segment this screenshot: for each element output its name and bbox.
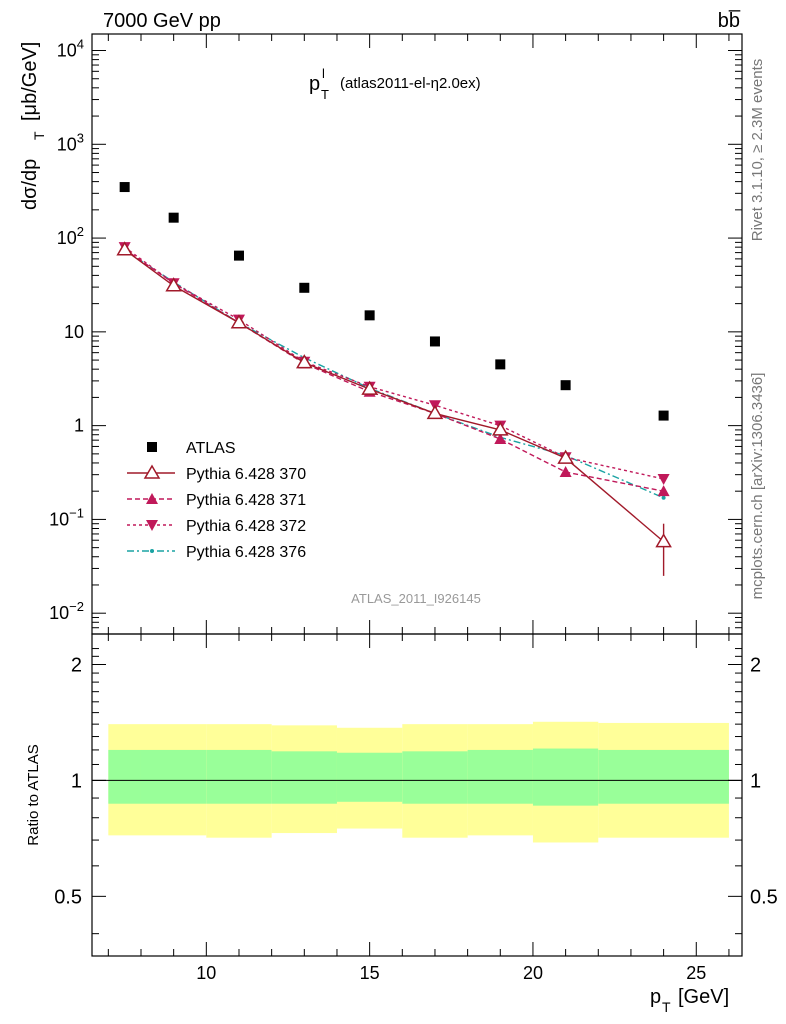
- x-tick-label: 10: [196, 963, 216, 983]
- ratio-band-inner: [402, 751, 468, 804]
- data-point-p370: [296, 354, 313, 369]
- y-tick-label: 103: [57, 130, 84, 154]
- ratio-y-tick-label: 1: [71, 770, 82, 792]
- legend-marker-p372: [146, 520, 158, 531]
- data-point-p370: [361, 380, 378, 395]
- ratio-y-tick-label-right: 2: [750, 654, 761, 676]
- plot-title-sub: T: [321, 87, 329, 102]
- y-tick-label: 10−2: [49, 599, 84, 623]
- data-point-atlas: [299, 282, 310, 293]
- header-left-title: 7000 GeV pp: [103, 10, 221, 32]
- data-point-atlas: [429, 336, 440, 347]
- ratio-band-inner: [206, 749, 272, 804]
- mcplots-label: mcplots.cern.ch [arXiv:1306.3436]: [749, 373, 766, 600]
- ratio-band-inner: [271, 751, 337, 804]
- y-tick-label: 102: [57, 224, 84, 248]
- ratio-y-tick-label: 2: [71, 654, 82, 676]
- ratio-bands: [108, 721, 729, 843]
- legend-label-p376: Pythia 6.428 376: [186, 544, 306, 561]
- x-axis-label: p T [GeV]: [650, 986, 729, 1015]
- data-point-p376: [661, 495, 666, 500]
- ratio-y-tick-label-right: 0.5: [750, 886, 778, 908]
- ratio-y-tick-label: 0.5: [54, 886, 82, 908]
- y-axis-label-unit: [μb/GeV]: [19, 42, 41, 121]
- plot-title: p l T (atlas2011-el-η2.0ex): [309, 66, 481, 102]
- data-point-p370: [230, 314, 248, 329]
- header-right-title: bb̅: [718, 9, 741, 32]
- y-tick-label: 1: [74, 416, 84, 436]
- y-axis-label: dσ/dp T [μb/GeV]: [19, 42, 47, 210]
- y-axis-label-sub: T: [31, 131, 47, 140]
- data-point-atlas: [658, 410, 669, 421]
- ratio-band-inner: [532, 748, 599, 806]
- x-axis-label-sub: T: [662, 999, 671, 1015]
- data-point-p370: [557, 449, 574, 464]
- data-point-p370: [116, 241, 133, 256]
- ratio-band-inner: [467, 749, 533, 804]
- ratio-band-inner: [336, 752, 403, 802]
- legend-label-p372: Pythia 6.428 372: [186, 518, 306, 535]
- data-point-p370: [655, 533, 672, 548]
- data-point-p370: [491, 421, 509, 436]
- main-plot-marks: [116, 182, 672, 576]
- axes: 10 15 20 25 10−2 10−1 1 10 102 103 104 0.5 0.5 1 1 2 2: [49, 34, 778, 983]
- legend: ATLAS Pythia 6.428 370 Pythia 6.428 371 Pyt…: [127, 440, 306, 561]
- data-point-p371: [494, 433, 507, 445]
- ratio-band-inner: [140, 749, 207, 804]
- y-tick-label: 104: [57, 37, 84, 61]
- data-point-p370: [426, 404, 444, 420]
- ratio-y-tick-label-right: 1: [750, 770, 761, 792]
- series-p370: [116, 241, 672, 576]
- y-tick-label: 10−1: [49, 505, 84, 529]
- legend-label-p370: Pythia 6.428 370: [186, 466, 306, 483]
- watermark: ATLAS_2011_I926145: [351, 591, 481, 606]
- data-point-atlas: [560, 380, 571, 391]
- data-point-atlas: [495, 359, 506, 370]
- data-point-atlas: [168, 212, 179, 223]
- x-tick-label: 20: [523, 963, 543, 983]
- x-tick-label: 15: [360, 963, 380, 983]
- x-axis-label-main: p: [650, 986, 661, 1008]
- legend-marker-p376: [150, 549, 154, 553]
- rivet-label: Rivet 3.1.10, ≥ 2.3M events: [749, 59, 766, 242]
- y-axis-label-main: dσ/dp: [19, 159, 41, 210]
- x-tick-label: 25: [686, 963, 706, 983]
- ratio-y-axis-label: Ratio to ATLAS: [25, 744, 42, 845]
- data-point-atlas: [364, 310, 375, 321]
- data-point-atlas: [119, 182, 130, 193]
- ratio-band-inner: [598, 749, 729, 804]
- legend-marker-p371: [146, 493, 158, 504]
- legend-marker-atlas: [147, 442, 157, 452]
- data-point-p372: [657, 473, 670, 485]
- data-point-p370: [165, 277, 182, 292]
- data-point-p371: [657, 485, 670, 497]
- data-point-atlas: [233, 250, 244, 261]
- legend-marker-p370: [143, 464, 161, 479]
- ratio-plot-frame: [91, 633, 743, 957]
- legend-label-p371: Pythia 6.428 371: [186, 492, 306, 509]
- data-point-p371: [559, 466, 572, 478]
- x-axis-label-unit: [GeV]: [678, 986, 729, 1008]
- plot-title-sup: l: [322, 66, 325, 81]
- y-tick-label: 10: [64, 322, 84, 342]
- plot-title-main: p: [309, 73, 320, 95]
- ratio-band-inner: [108, 749, 141, 804]
- series-atlas: [119, 182, 669, 421]
- plot-title-rest: (atlas2011-el-η2.0ex): [340, 75, 481, 92]
- legend-label-atlas: ATLAS: [186, 440, 236, 457]
